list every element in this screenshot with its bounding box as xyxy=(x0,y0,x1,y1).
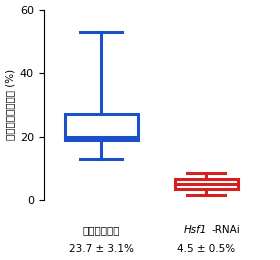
Y-axis label: 再水和後の生存率 (%): 再水和後の生存率 (%) xyxy=(6,69,16,140)
Bar xyxy=(65,114,138,140)
Text: Hsf1: Hsf1 xyxy=(183,225,207,235)
Text: 4.5 ± 0.5%: 4.5 ± 0.5% xyxy=(177,244,235,255)
Text: 23.7 ± 3.1%: 23.7 ± 3.1% xyxy=(69,244,134,255)
Text: -RNAi: -RNAi xyxy=(211,225,240,235)
Text: コントロール: コントロール xyxy=(83,225,120,235)
Bar xyxy=(175,179,238,189)
